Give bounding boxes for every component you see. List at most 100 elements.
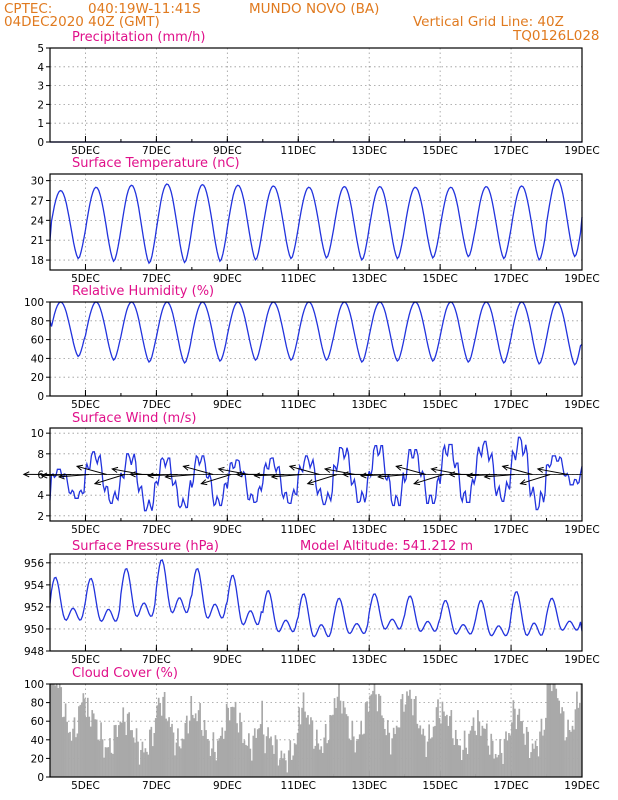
y-tick-label: 40 [31, 353, 44, 365]
cloud-bar [364, 703, 367, 777]
cloud-bar [376, 711, 379, 777]
cloud-bar [97, 739, 99, 777]
cloud-bar [503, 738, 506, 777]
cloud-bar [55, 684, 58, 777]
cloud-bar [536, 746, 538, 777]
y-tick-label: 21 [31, 235, 44, 247]
cloud-bar [240, 721, 243, 777]
wind-arrow [93, 474, 125, 486]
temperature-line [49, 178, 583, 265]
panel-frame [49, 427, 583, 522]
cloud-bar [385, 735, 388, 777]
cloud-bar [52, 684, 55, 777]
cloud-bar [250, 760, 253, 777]
y-tick-label: 950 [24, 624, 44, 636]
cloud-bar [51, 684, 54, 777]
cloud-bar [85, 717, 88, 777]
y-tick-label: 10 [31, 428, 44, 440]
wind-arrow [182, 464, 214, 475]
y-tick-label: 18 [31, 255, 44, 267]
header-source: CPTEC: [4, 1, 53, 17]
cloud-bar [135, 728, 138, 777]
cloud-bar [166, 721, 169, 777]
cloud-bar [216, 740, 219, 777]
header-city: MUNDO NOVO (BA) [249, 1, 380, 17]
cloud-bar [474, 730, 476, 777]
cloud-bar [78, 706, 80, 777]
y-tick-label: 948 [24, 646, 44, 658]
cloud-bar [351, 721, 354, 777]
cloud-bar [342, 701, 345, 777]
x-tick-label: 7DEC [142, 780, 171, 792]
panel-title: Surface Temperature (nC) [72, 156, 240, 171]
cloud-bar [60, 687, 63, 777]
cloud-bar [438, 718, 441, 777]
cloud-bar [344, 707, 346, 777]
x-tick-label: 7DEC [142, 399, 171, 411]
cloud-bar [555, 688, 558, 777]
cloud-bar [69, 731, 71, 777]
wind-arrow [306, 474, 338, 486]
cloud-bar [392, 727, 395, 777]
cloud-bar [570, 731, 572, 777]
cloud-bar [412, 715, 414, 777]
cloud-bar [248, 733, 250, 777]
panel-pres [46, 553, 583, 652]
wind-arrow [129, 471, 160, 478]
wind-arrow-head [146, 472, 154, 479]
cloud-bar [234, 701, 237, 777]
wind-arrow [448, 471, 480, 478]
x-tick-label: 19DEC [564, 399, 599, 411]
cloud-bar [425, 756, 428, 777]
x-tick-label: 11DEC [281, 524, 316, 536]
cloud-bar [548, 684, 550, 777]
cloud-bar [157, 697, 160, 777]
cloud-bar [137, 741, 139, 777]
cloud-bar [233, 707, 235, 777]
cloud-bar [444, 716, 447, 777]
wind-arrow [253, 472, 285, 479]
cloud-bar [267, 727, 269, 777]
cloud-bar [361, 734, 364, 777]
cloud-bar [311, 720, 314, 777]
cloud-bar [178, 746, 181, 777]
wind-arrow-shaft [254, 474, 285, 477]
panel-precip [46, 47, 583, 143]
panel-title: Surface Pressure (hPa) [72, 539, 219, 554]
cloud-bar [388, 732, 391, 777]
cloud-bar [512, 700, 515, 777]
cloud-bar [318, 749, 321, 777]
cloud-bar [290, 759, 293, 777]
x-tick-label: 5DEC [71, 524, 100, 536]
cloud-bar [199, 703, 201, 777]
cloud-bar [256, 729, 259, 777]
cloud-bar [506, 740, 509, 777]
cloud-bar [394, 733, 396, 777]
wind-arrow-head [253, 472, 261, 479]
y-tick-label: 0 [37, 391, 44, 403]
x-tick-label: 5DEC [71, 654, 100, 666]
cloud-bar [490, 733, 493, 777]
x-tick-label: 7DEC [142, 145, 171, 157]
x-tick-label: 9DEC [213, 524, 242, 536]
y-tick-label: 4 [37, 62, 44, 74]
cloud-bar [295, 744, 297, 777]
cloud-bar [406, 691, 408, 777]
cloud-bar [369, 695, 371, 777]
cloud-bar [561, 707, 563, 777]
wind-arrow-head [111, 466, 119, 473]
cloud-bar [432, 726, 435, 777]
cloud-bar [562, 711, 565, 777]
cloud-bar [509, 735, 512, 777]
cloud-bar [515, 729, 518, 777]
cloud-bar [493, 758, 496, 777]
cloud-bar [528, 757, 531, 777]
cloud-bar [143, 752, 145, 777]
y-tick-label: 60 [31, 716, 44, 728]
cloud-bar [313, 748, 315, 777]
cloud-bar [57, 688, 60, 777]
wind-arrow-shaft [537, 468, 568, 475]
cloud-bar [579, 702, 581, 777]
cloud-bar [500, 752, 503, 777]
